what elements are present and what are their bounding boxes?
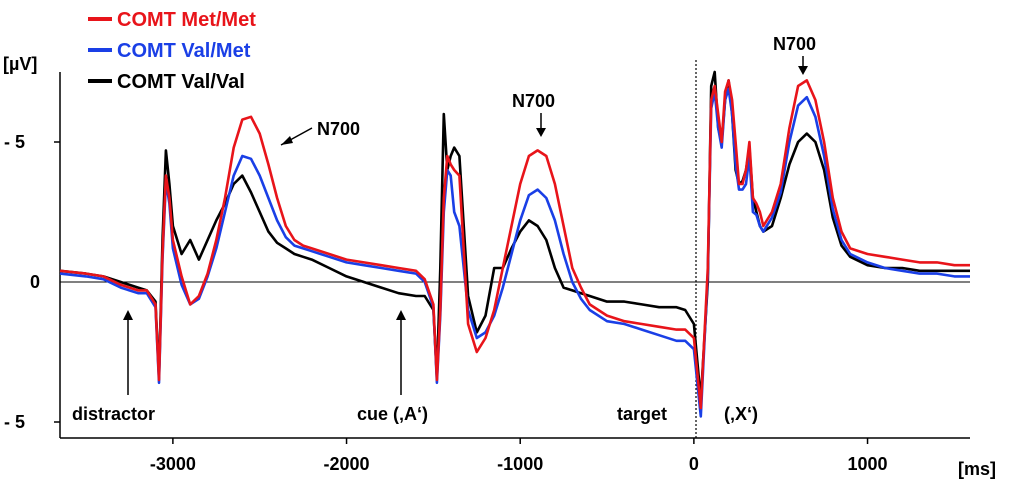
x-tick-label: 0 <box>689 454 699 474</box>
legend-label-met-met: COMT Met/Met <box>117 9 256 31</box>
n700-label-3: N700 <box>773 34 816 54</box>
x-tick-label: -2000 <box>324 454 370 474</box>
x-axis-unit-label: [ms] <box>958 459 996 479</box>
legend: COMT Met/Met COMT Val/Met COMT Val/Val <box>88 9 256 93</box>
n700-arrow-3-head <box>798 66 808 75</box>
y-axis-unit-label: [µV] <box>3 54 37 74</box>
n700-label-2: N700 <box>512 91 555 111</box>
x-tick-label: -3000 <box>150 454 196 474</box>
y-tick-label-zero: 0 <box>30 272 40 292</box>
n700-label-1: N700 <box>317 119 360 139</box>
series-line-comt-met-met <box>59 79 970 410</box>
cue-arrow-head <box>396 310 406 320</box>
distractor-arrow-head <box>123 310 133 320</box>
annotations: N700 N700 N700 distractor cue (‚A‘) targ… <box>72 34 816 424</box>
series-layer <box>59 70 970 418</box>
x-tick-label: -1000 <box>497 454 543 474</box>
cue-label: cue (‚A‘) <box>357 404 428 424</box>
x-tick-label: 1000 <box>848 454 888 474</box>
series-line-comt-val-met <box>59 87 970 418</box>
legend-label-val-met: COMT Val/Met <box>117 40 251 62</box>
distractor-label: distractor <box>72 404 155 424</box>
y-tick-label: - 5 <box>4 132 25 152</box>
series-line-comt-val-val <box>59 70 970 401</box>
legend-label-val-val: COMT Val/Val <box>117 71 245 93</box>
target-label: target <box>617 404 667 424</box>
n700-arrow-2-head <box>536 128 546 137</box>
y-tick-label: - 5 <box>4 412 25 432</box>
axis-ticks: -3000 -2000 -1000 0 1000 - 5 - 5 0 <box>4 132 888 474</box>
n700-arrow-1-head <box>281 136 293 145</box>
x-stimulus-label: (‚X‘) <box>724 404 758 424</box>
